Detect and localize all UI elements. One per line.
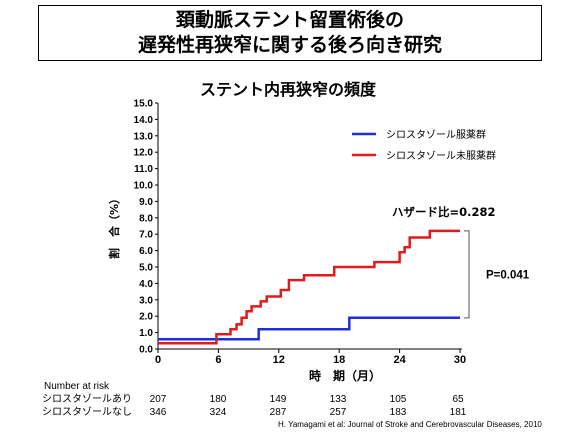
risk-value: 324 [209, 407, 227, 418]
hazard-ratio-annotation: ハザード比=0.282 [392, 205, 496, 219]
y-tick-label: 2.0 [139, 312, 153, 323]
y-tick-label: 12.0 [134, 148, 154, 159]
y-tick-label: 5.0 [139, 263, 153, 274]
p-value-annotation: P=0.041 [486, 269, 530, 281]
risk-value: 257 [329, 407, 347, 418]
risk-value: 287 [269, 407, 287, 418]
y-tick-label: 15.0 [134, 99, 154, 110]
y-tick-label: 7.0 [139, 230, 153, 241]
risk-table-header: Number at risk [44, 381, 110, 392]
risk-value: 346 [149, 407, 167, 418]
legend-label-1: シロスタゾール未服薬群 [386, 149, 496, 162]
x-tick-label: 12 [273, 354, 285, 366]
y-tick-label: 11.0 [134, 164, 153, 175]
x-tick-label: 6 [215, 354, 221, 366]
risk-value: 133 [329, 394, 347, 405]
slide-title-line-2: 遅発性再狭窄に関する後ろ向き研究 [137, 34, 442, 56]
x-tick-label: 0 [155, 354, 161, 366]
risk-value: 183 [389, 407, 407, 418]
risk-value: 149 [269, 394, 287, 405]
risk-value: 105 [389, 394, 407, 405]
p-value-bracket [464, 230, 470, 319]
legend-label-0: シロスタゾール服薬群 [386, 128, 486, 141]
y-axis-label: 割 合（%） [107, 193, 121, 259]
y-tick-label: 8.0 [139, 213, 153, 224]
x-tick-label: 30 [454, 354, 466, 366]
y-tick-label: 9.0 [139, 197, 153, 208]
y-tick-label: 6.0 [139, 246, 153, 257]
chart-title: ステント内再狭窄の頻度 [200, 80, 377, 99]
x-tick-label: 24 [393, 354, 406, 366]
risk-value: 180 [209, 394, 227, 405]
y-tick-label: 1.0 [139, 328, 153, 339]
series-line-0 [158, 316, 460, 341]
slide-title-line-1: 頚動脈ステント留置術後の [175, 9, 404, 31]
risk-value: 65 [452, 394, 464, 405]
risk-value: 181 [449, 407, 467, 418]
x-tick-label: 18 [333, 354, 345, 366]
risk-value: 207 [149, 394, 167, 405]
risk-row-label-with: シロスタゾールあり [42, 394, 132, 405]
y-tick-label: 10.0 [134, 181, 154, 192]
y-tick-label: 13.0 [134, 131, 154, 142]
y-tick-label: 4.0 [139, 279, 153, 290]
risk-row-label-without: シロスタゾールなし [42, 407, 132, 418]
slide-title-box: 頚動脈ステント留置術後の 遅発性再狭窄に関する後ろ向き研究 [38, 5, 542, 61]
series-line-1 [158, 229, 460, 345]
number-at-risk-table: Number at risk シロスタゾールあり シロスタゾールなし 207 1… [36, 376, 476, 418]
y-tick-label: 3.0 [139, 295, 153, 306]
y-tick-label: 0.0 [139, 345, 153, 356]
x-axis-label: 時 期（月） [309, 368, 381, 383]
y-tick-label: 14.0 [134, 115, 154, 126]
citation: H. Yamagami et al: Journal of Stroke and… [278, 420, 542, 429]
